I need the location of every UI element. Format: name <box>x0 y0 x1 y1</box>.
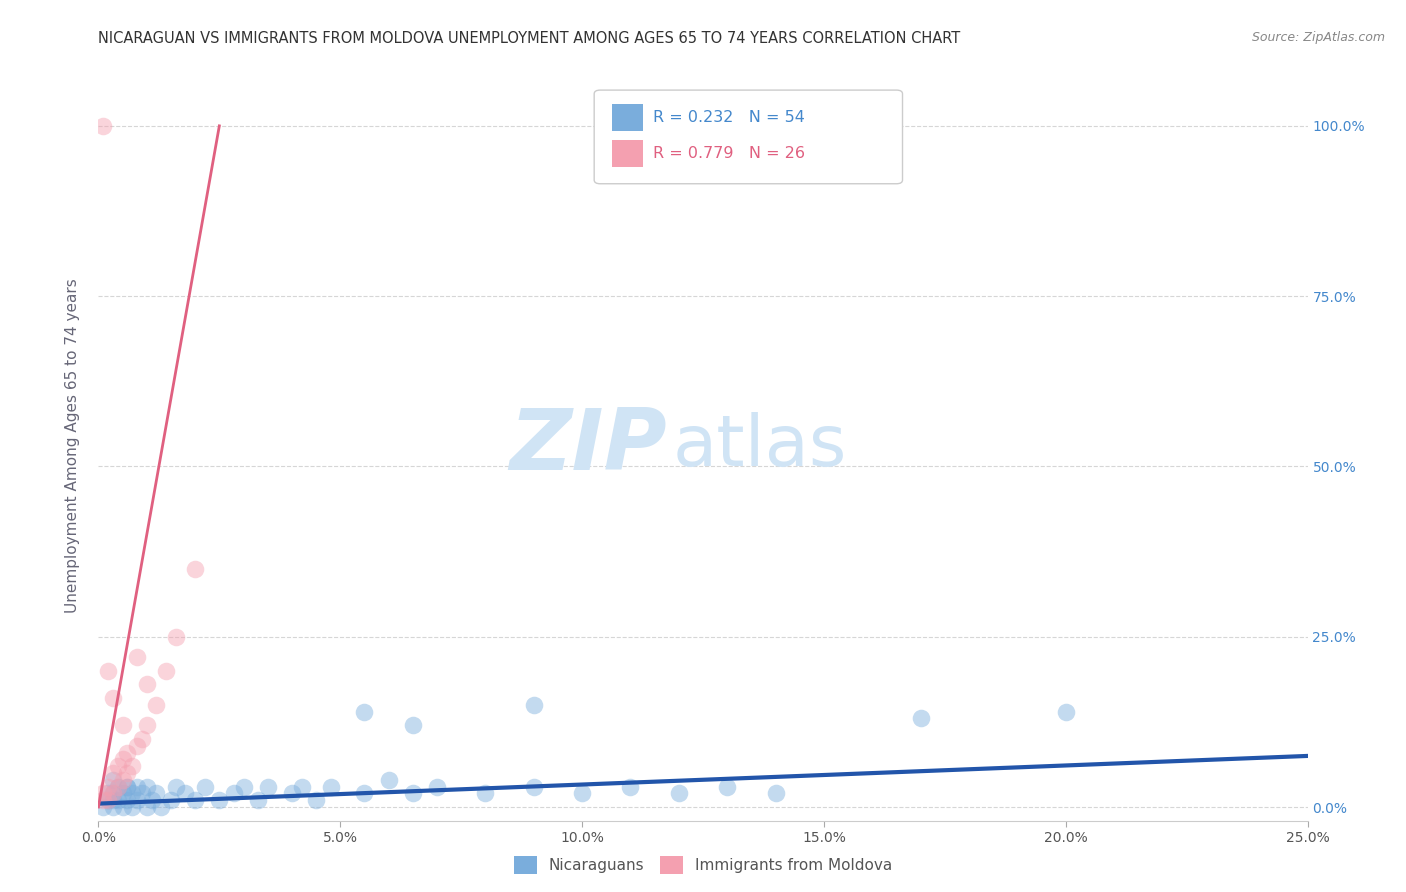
Point <box>107 780 129 794</box>
Point <box>117 746 139 760</box>
Point <box>281 786 304 800</box>
Point <box>377 772 399 787</box>
Point <box>131 786 153 800</box>
Point <box>135 718 157 732</box>
Point <box>256 780 278 794</box>
Point <box>165 780 187 794</box>
Text: NICARAGUAN VS IMMIGRANTS FROM MOLDOVA UNEMPLOYMENT AMONG AGES 65 TO 74 YEARS COR: NICARAGUAN VS IMMIGRANTS FROM MOLDOVA UN… <box>98 31 960 46</box>
Point <box>353 786 375 800</box>
Point <box>523 698 546 712</box>
Point <box>127 793 149 807</box>
Point <box>97 664 120 678</box>
Y-axis label: Unemployment Among Ages 65 to 74 years: Unemployment Among Ages 65 to 74 years <box>65 278 80 614</box>
Text: ZIP: ZIP <box>509 404 666 488</box>
Point <box>668 786 690 800</box>
Point <box>194 780 217 794</box>
Point <box>150 800 173 814</box>
Point <box>145 786 167 800</box>
Point <box>97 793 120 807</box>
Point <box>619 780 641 794</box>
Point <box>135 800 157 814</box>
Point <box>184 793 207 807</box>
Point <box>111 718 134 732</box>
Point <box>571 786 593 800</box>
Point <box>117 766 139 780</box>
Point <box>474 786 496 800</box>
Point <box>290 780 312 794</box>
Point <box>127 780 149 794</box>
Text: Source: ZipAtlas.com: Source: ZipAtlas.com <box>1251 31 1385 45</box>
Point <box>107 793 129 807</box>
Point <box>117 780 139 794</box>
Point <box>131 731 153 746</box>
Point <box>402 718 425 732</box>
Point <box>107 759 129 773</box>
Point <box>222 786 245 800</box>
Point <box>716 780 738 794</box>
Point <box>117 793 139 807</box>
Point <box>111 772 134 787</box>
Point <box>111 786 134 800</box>
Point <box>111 800 134 814</box>
Point <box>765 786 787 800</box>
Point <box>121 759 143 773</box>
Point <box>910 711 932 725</box>
Point <box>523 780 546 794</box>
Point <box>101 793 124 807</box>
Point <box>101 800 124 814</box>
Point <box>107 780 129 794</box>
Point <box>117 780 139 794</box>
Point <box>160 793 183 807</box>
Point <box>135 677 157 691</box>
Point <box>141 793 163 807</box>
Point <box>91 119 114 133</box>
Point <box>91 786 114 800</box>
Legend: Nicaraguans, Immigrants from Moldova: Nicaraguans, Immigrants from Moldova <box>508 849 898 880</box>
Point <box>121 786 143 800</box>
Text: atlas: atlas <box>672 411 848 481</box>
Point <box>101 772 124 787</box>
Point <box>135 780 157 794</box>
Bar <box>613 139 643 167</box>
Point <box>101 766 124 780</box>
Point <box>165 630 187 644</box>
Point <box>232 780 254 794</box>
Point <box>101 691 124 706</box>
Point <box>101 786 124 800</box>
Point <box>97 780 120 794</box>
Point <box>305 793 328 807</box>
Point <box>127 739 149 753</box>
Point <box>353 705 375 719</box>
Text: R = 0.232   N = 54: R = 0.232 N = 54 <box>654 111 806 125</box>
Point <box>121 800 143 814</box>
Bar <box>613 104 643 131</box>
Point <box>97 793 120 807</box>
Point <box>402 786 425 800</box>
Point <box>91 800 114 814</box>
Point <box>101 786 124 800</box>
Point <box>184 561 207 575</box>
Point <box>174 786 197 800</box>
Point <box>91 793 114 807</box>
Point <box>426 780 449 794</box>
Text: R = 0.779   N = 26: R = 0.779 N = 26 <box>654 145 806 161</box>
Point <box>1054 705 1077 719</box>
Point <box>127 650 149 665</box>
Point <box>155 664 177 678</box>
FancyBboxPatch shape <box>595 90 903 184</box>
Point <box>97 786 120 800</box>
Point <box>247 793 270 807</box>
Point <box>208 793 231 807</box>
Point <box>145 698 167 712</box>
Point <box>319 780 342 794</box>
Point <box>111 752 134 766</box>
